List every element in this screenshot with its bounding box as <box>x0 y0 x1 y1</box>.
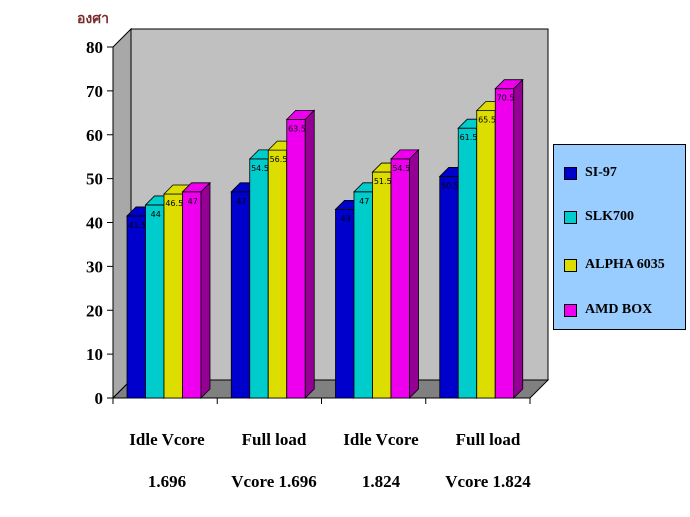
y-axis-title: องศา <box>77 11 109 27</box>
y-tick-label: 0 <box>95 389 104 408</box>
legend-item-alpha-6035: ALPHA 6035 <box>564 257 665 273</box>
legend-label: AMD BOX <box>585 302 653 317</box>
bar-side <box>200 181 211 399</box>
bar-si-97-front <box>335 208 355 399</box>
y-tick-label: 30 <box>86 257 103 276</box>
data-label: 61.5 <box>460 133 478 142</box>
bar-slk700-front <box>457 127 478 399</box>
legend-label: SI-97 <box>585 165 617 180</box>
data-label: 65.5 <box>478 116 496 125</box>
bar-amd-box-front <box>286 118 306 399</box>
bar-alpha-6035-front <box>476 110 496 399</box>
bar-si-97-front <box>126 215 146 399</box>
category-label-3-line2: 1.824 <box>361 472 401 491</box>
legend-label: SLK700 <box>585 209 635 224</box>
category-label-3-line1: Idle Vcore <box>343 430 419 449</box>
bar-side <box>513 78 524 399</box>
bar-amd-box-front <box>390 158 410 399</box>
bar-amd-box-front <box>182 191 202 399</box>
category-label-4-line2: Vcore 1.824 <box>445 472 531 491</box>
legend-item-amd-box: AMD BOX <box>564 302 652 318</box>
category-label-1-line1: Idle Vcore <box>129 430 205 449</box>
legend-swatch <box>564 258 577 272</box>
y-tick-label: 60 <box>86 126 103 145</box>
data-label: 70.5 <box>497 94 515 103</box>
data-label: 43 <box>341 214 351 223</box>
legend-swatch <box>564 166 577 180</box>
y-tick-label: 80 <box>86 38 103 57</box>
bar-alpha-6035-front <box>372 171 392 399</box>
bar-alpha-6035-front <box>267 149 288 399</box>
data-label: 50.5 <box>441 181 459 190</box>
y-tick-label: 40 <box>86 214 103 233</box>
bar-slk700-front <box>249 158 269 399</box>
bar-alpha-6035-front <box>163 193 183 399</box>
data-label: 44 <box>151 210 161 219</box>
data-label: 41.5 <box>128 221 146 230</box>
bar-amd-box-front <box>494 88 515 399</box>
legend: SI-97 SLK700 ALPHA 6035 AMD BOX <box>553 144 686 330</box>
data-label: 47 <box>359 197 369 206</box>
data-label: 56.5 <box>270 155 288 164</box>
bar-slk700-front <box>145 204 165 399</box>
bar-side <box>304 109 315 399</box>
legend-swatch <box>564 303 577 317</box>
bar-side <box>409 148 419 399</box>
y-tick-label: 50 <box>86 170 103 189</box>
y-tick-label: 70 <box>86 82 103 101</box>
data-label: 54.5 <box>392 164 410 173</box>
category-label-2-line2: Vcore 1.696 <box>231 472 317 491</box>
bar-si-97-front <box>439 176 459 399</box>
legend-item-si-97: SI-97 <box>564 165 617 181</box>
category-label-1-line2: 1.696 <box>147 472 187 491</box>
data-label: 51.5 <box>374 177 392 186</box>
category-label-4-line1: Full load <box>455 430 521 449</box>
data-label: 47 <box>236 197 246 206</box>
y-tick-label: 10 <box>86 345 103 364</box>
legend-item-slk700: SLK700 <box>564 209 634 225</box>
y-tick-label: 20 <box>86 301 103 320</box>
bar-slk700-front <box>353 191 373 399</box>
legend-label: ALPHA 6035 <box>585 257 665 272</box>
data-label: 47 <box>188 197 198 206</box>
bar-si-97-front <box>230 191 251 399</box>
data-label: 63.5 <box>288 124 306 133</box>
data-label: 54.5 <box>251 164 269 173</box>
data-label: 46.5 <box>165 199 183 208</box>
category-label-2-line1: Full load <box>241 430 307 449</box>
legend-swatch <box>564 210 577 224</box>
